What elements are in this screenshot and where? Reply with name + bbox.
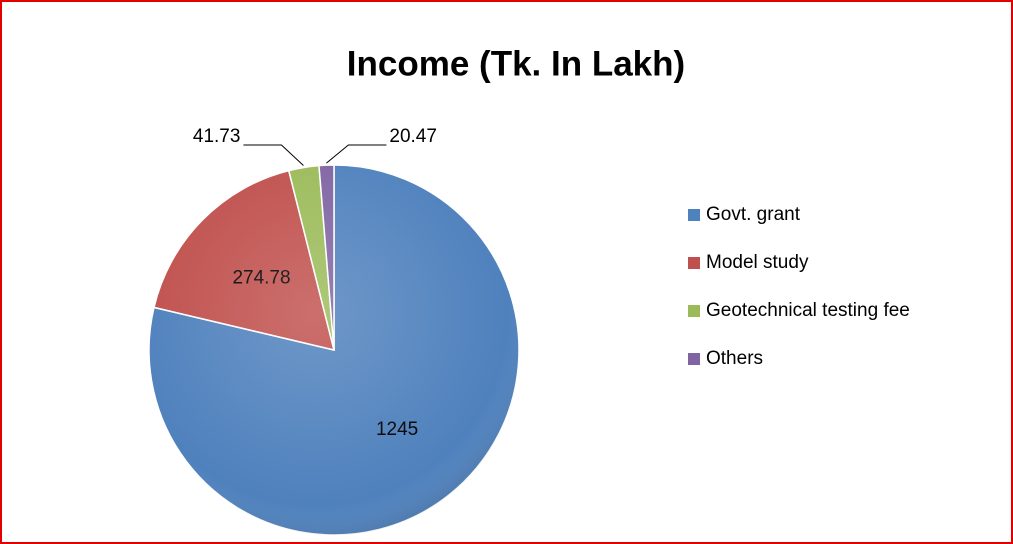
legend-swatch xyxy=(688,209,700,221)
legend-label: Geotechnical testing fee xyxy=(706,300,910,321)
legend-label: Model study xyxy=(706,252,809,273)
legend-label: Govt. grant xyxy=(706,204,801,225)
data-label: 20.47 xyxy=(389,126,437,147)
chart-title: Income (Tk. In Lakh) xyxy=(347,44,685,83)
legend-swatch xyxy=(688,305,700,317)
legend: Govt. grant Model study Geotechnical testi… xyxy=(688,204,910,369)
data-label: 1245 xyxy=(376,419,418,440)
data-label: 41.73 xyxy=(193,126,241,147)
legend-label: Others xyxy=(706,348,763,369)
data-label: 274.78 xyxy=(232,268,290,289)
leader-line xyxy=(243,144,304,166)
legend-swatch xyxy=(688,257,700,269)
leader-line xyxy=(326,144,387,164)
legend-swatch xyxy=(688,353,700,365)
